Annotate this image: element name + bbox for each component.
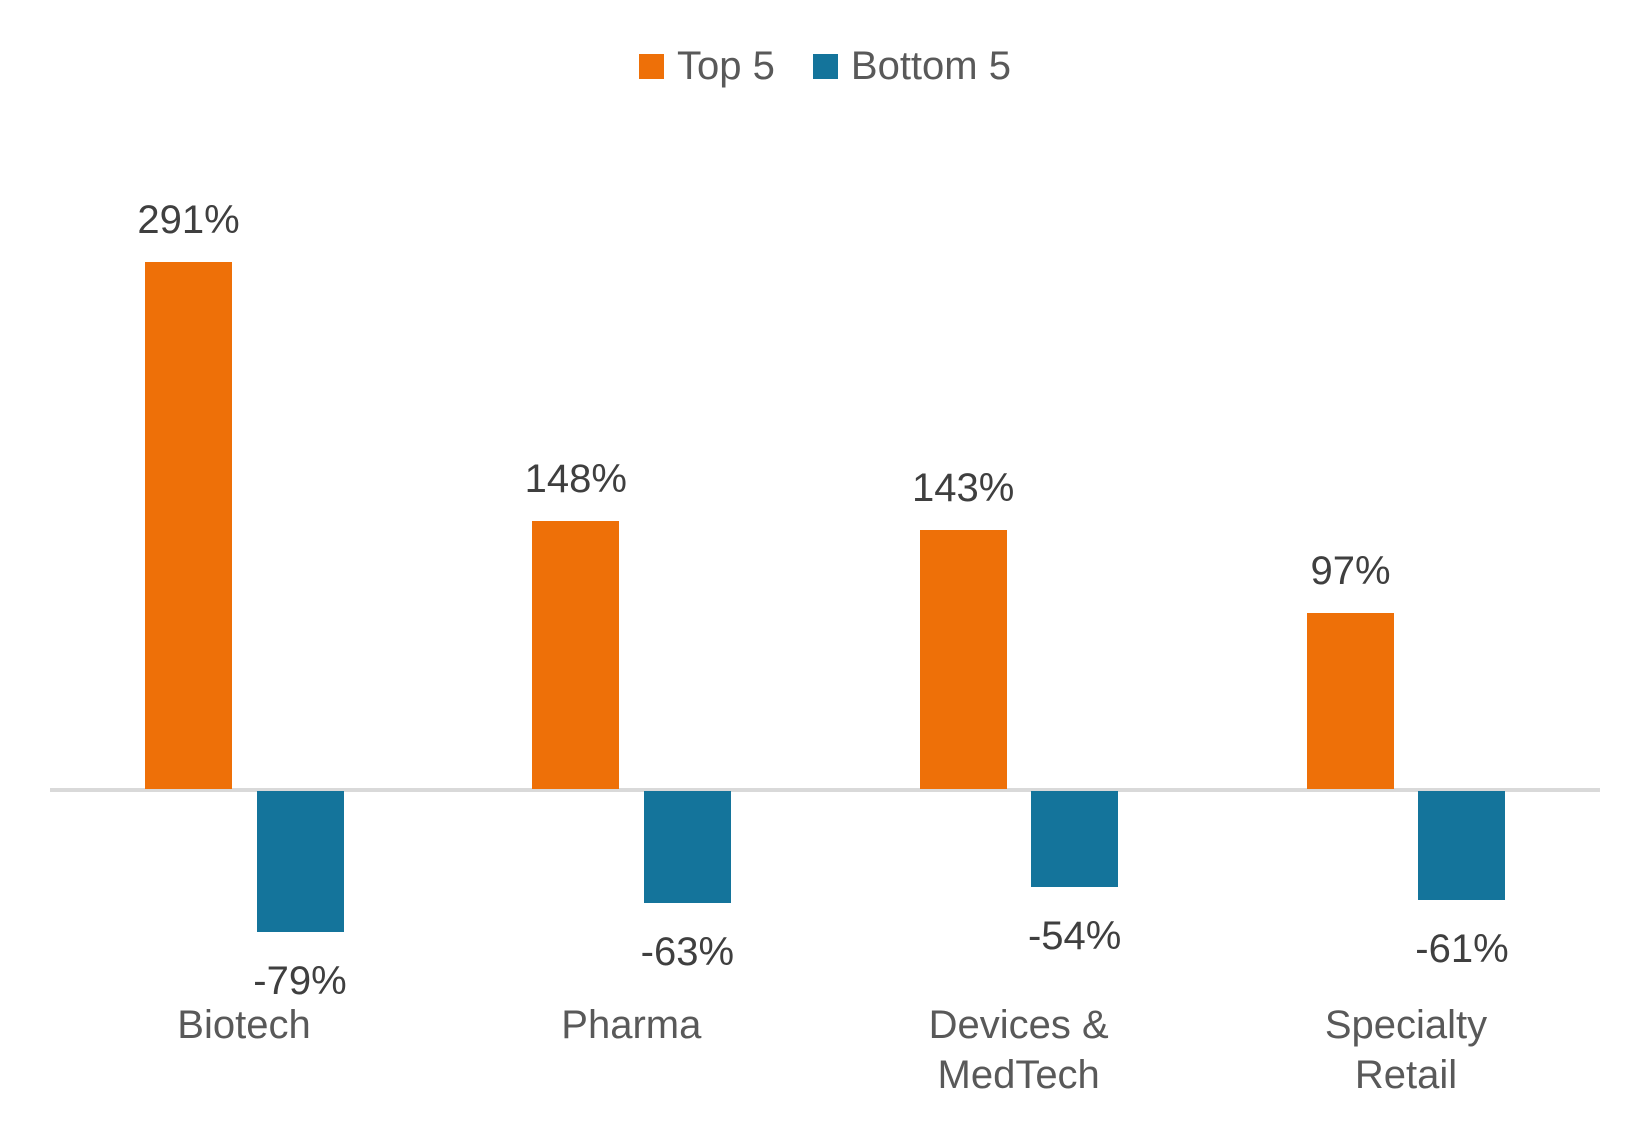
category-label: Specialty Retail xyxy=(1324,1003,1488,1097)
chart-legend: Top 5 Bottom 5 xyxy=(0,42,1650,90)
zero-baseline xyxy=(50,788,1600,792)
top5-bar-specialty-retail xyxy=(1306,613,1394,789)
bottom5-bar-devices-medtech xyxy=(1031,791,1119,887)
legend-item: Bottom 5 xyxy=(812,42,1011,90)
category-label: Pharma xyxy=(561,1003,702,1047)
value-label: -63% xyxy=(640,930,735,975)
bottom5-bar-biotech xyxy=(256,791,344,933)
value-label: 97% xyxy=(1310,549,1391,594)
top5-bar-devices-medtech xyxy=(919,529,1007,789)
value-label: -61% xyxy=(1415,926,1509,971)
legend-label: Bottom 5 xyxy=(850,44,1011,88)
top5-bar-biotech xyxy=(145,261,232,789)
value-label: 143% xyxy=(912,465,1015,510)
legend-swatch-icon xyxy=(639,53,665,79)
value-label: 291% xyxy=(137,197,240,242)
bottom5-bar-pharma xyxy=(643,791,731,904)
legend-label: Top 5 xyxy=(677,44,775,88)
category-label: Devices & MedTech xyxy=(928,1003,1109,1097)
value-label: -54% xyxy=(1027,913,1122,958)
value-label: -79% xyxy=(253,959,347,1004)
category-label: Biotech xyxy=(177,1003,311,1047)
bottom5-bar-specialty-retail xyxy=(1418,791,1506,900)
legend-item: Top 5 xyxy=(639,42,775,90)
top5-bar-pharma xyxy=(532,520,620,789)
value-label: 148% xyxy=(524,456,627,501)
legend-swatch-icon xyxy=(812,53,838,79)
